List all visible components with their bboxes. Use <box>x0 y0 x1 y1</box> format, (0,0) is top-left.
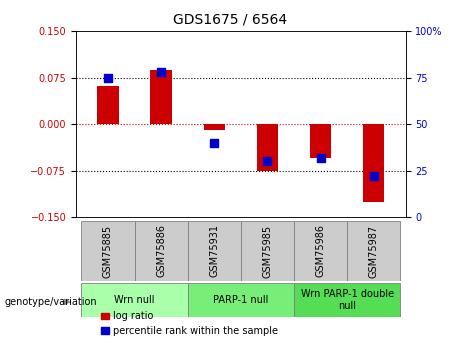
Point <box>264 159 271 164</box>
Bar <box>294 221 347 281</box>
Bar <box>294 283 400 317</box>
Bar <box>204 124 225 130</box>
Text: GSM75985: GSM75985 <box>262 225 272 277</box>
Point <box>211 140 218 146</box>
Text: genotype/variation: genotype/variation <box>5 297 97 307</box>
Point <box>104 75 112 80</box>
Text: GDS1675 / 6564: GDS1675 / 6564 <box>173 12 288 26</box>
Point <box>370 174 378 179</box>
Text: GSM75885: GSM75885 <box>103 225 113 277</box>
Point <box>317 155 324 160</box>
Bar <box>135 221 188 281</box>
Text: PARP-1 null: PARP-1 null <box>213 295 269 305</box>
Text: GSM75886: GSM75886 <box>156 225 166 277</box>
Text: Wrn null: Wrn null <box>114 295 155 305</box>
Bar <box>257 124 278 171</box>
Bar <box>188 283 294 317</box>
Bar <box>97 86 118 124</box>
Bar <box>310 124 331 158</box>
Text: GSM75987: GSM75987 <box>369 225 379 277</box>
Text: GSM75931: GSM75931 <box>209 225 219 277</box>
Bar <box>82 221 135 281</box>
Bar <box>241 221 294 281</box>
Bar <box>363 124 384 202</box>
Bar <box>150 70 172 124</box>
Legend: log ratio, percentile rank within the sample: log ratio, percentile rank within the sa… <box>97 307 282 340</box>
Bar <box>347 221 400 281</box>
Text: GSM75986: GSM75986 <box>316 225 325 277</box>
Text: Wrn PARP-1 double
null: Wrn PARP-1 double null <box>301 289 394 311</box>
Bar <box>188 221 241 281</box>
Bar <box>82 283 188 317</box>
Point <box>158 69 165 75</box>
